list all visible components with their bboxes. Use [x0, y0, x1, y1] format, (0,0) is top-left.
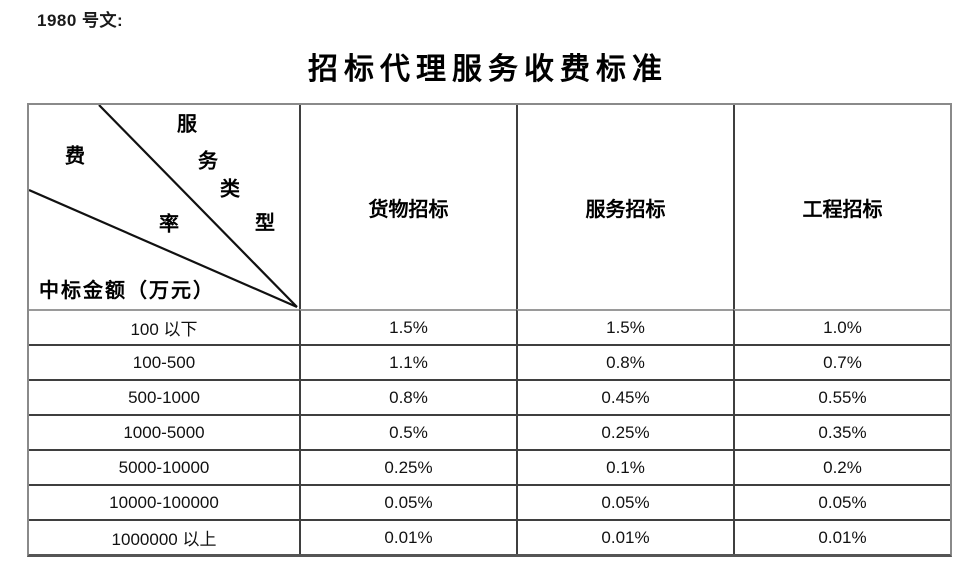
corner-fee-char-1: 费 — [65, 145, 85, 168]
col-header-goods: 货物招标 — [299, 105, 516, 309]
row-label: 1000-5000 — [29, 414, 299, 449]
fee-value-cell: 0.55% — [733, 379, 950, 414]
corner-service-char-1: 服 — [177, 113, 197, 136]
fee-value-cell: 0.1% — [516, 449, 733, 484]
fee-value-cell: 0.01% — [733, 519, 950, 554]
row-label: 1000000 以上 — [29, 519, 299, 554]
diagonal-line-upper — [98, 105, 298, 308]
corner-cell: 服 费 务 类 率 型 中标金额（万元） — [29, 105, 299, 309]
fee-value-cell: 0.05% — [733, 484, 950, 519]
fee-value-cell: 1.5% — [516, 309, 733, 344]
diagonal-line-lower — [29, 188, 298, 309]
col-header-services: 服务招标 — [516, 105, 733, 309]
corner-service-char-4: 型 — [255, 212, 275, 235]
fee-value-cell: 0.05% — [516, 484, 733, 519]
page-title: 招标代理服务收费标准 — [308, 53, 668, 86]
fee-table: 服 费 务 类 率 型 中标金额（万元） 货物招标 服务招标 工程招标 100 … — [27, 103, 952, 557]
diagonal-lines-svg — [29, 105, 298, 309]
row-label: 100 以下 — [29, 309, 299, 344]
corner-amount-label: 中标金额（万元） — [39, 280, 215, 302]
corner-service-char-2: 务 — [198, 150, 218, 173]
fee-value-cell: 0.35% — [733, 414, 950, 449]
corner-fee-char-2: 率 — [159, 213, 179, 236]
fee-value-cell: 0.05% — [299, 484, 516, 519]
fee-value-cell: 1.5% — [299, 309, 516, 344]
fee-value-cell: 0.01% — [299, 519, 516, 554]
document-ref-label: 1980 号文: — [37, 11, 124, 30]
fee-value-cell: 1.0% — [733, 309, 950, 344]
fee-value-cell: 0.8% — [516, 344, 733, 379]
fee-value-cell: 1.1% — [299, 344, 516, 379]
fee-value-cell: 0.7% — [733, 344, 950, 379]
row-label: 100-500 — [29, 344, 299, 379]
fee-value-cell: 0.25% — [516, 414, 733, 449]
row-label: 10000-100000 — [29, 484, 299, 519]
fee-value-cell: 0.01% — [516, 519, 733, 554]
fee-value-cell: 0.45% — [516, 379, 733, 414]
corner-service-char-3: 类 — [220, 178, 240, 201]
fee-value-cell: 0.25% — [299, 449, 516, 484]
row-label: 500-1000 — [29, 379, 299, 414]
fee-value-cell: 0.2% — [733, 449, 950, 484]
row-label: 5000-10000 — [29, 449, 299, 484]
fee-value-cell: 0.8% — [299, 379, 516, 414]
col-header-works: 工程招标 — [733, 105, 950, 309]
fee-value-cell: 0.5% — [299, 414, 516, 449]
